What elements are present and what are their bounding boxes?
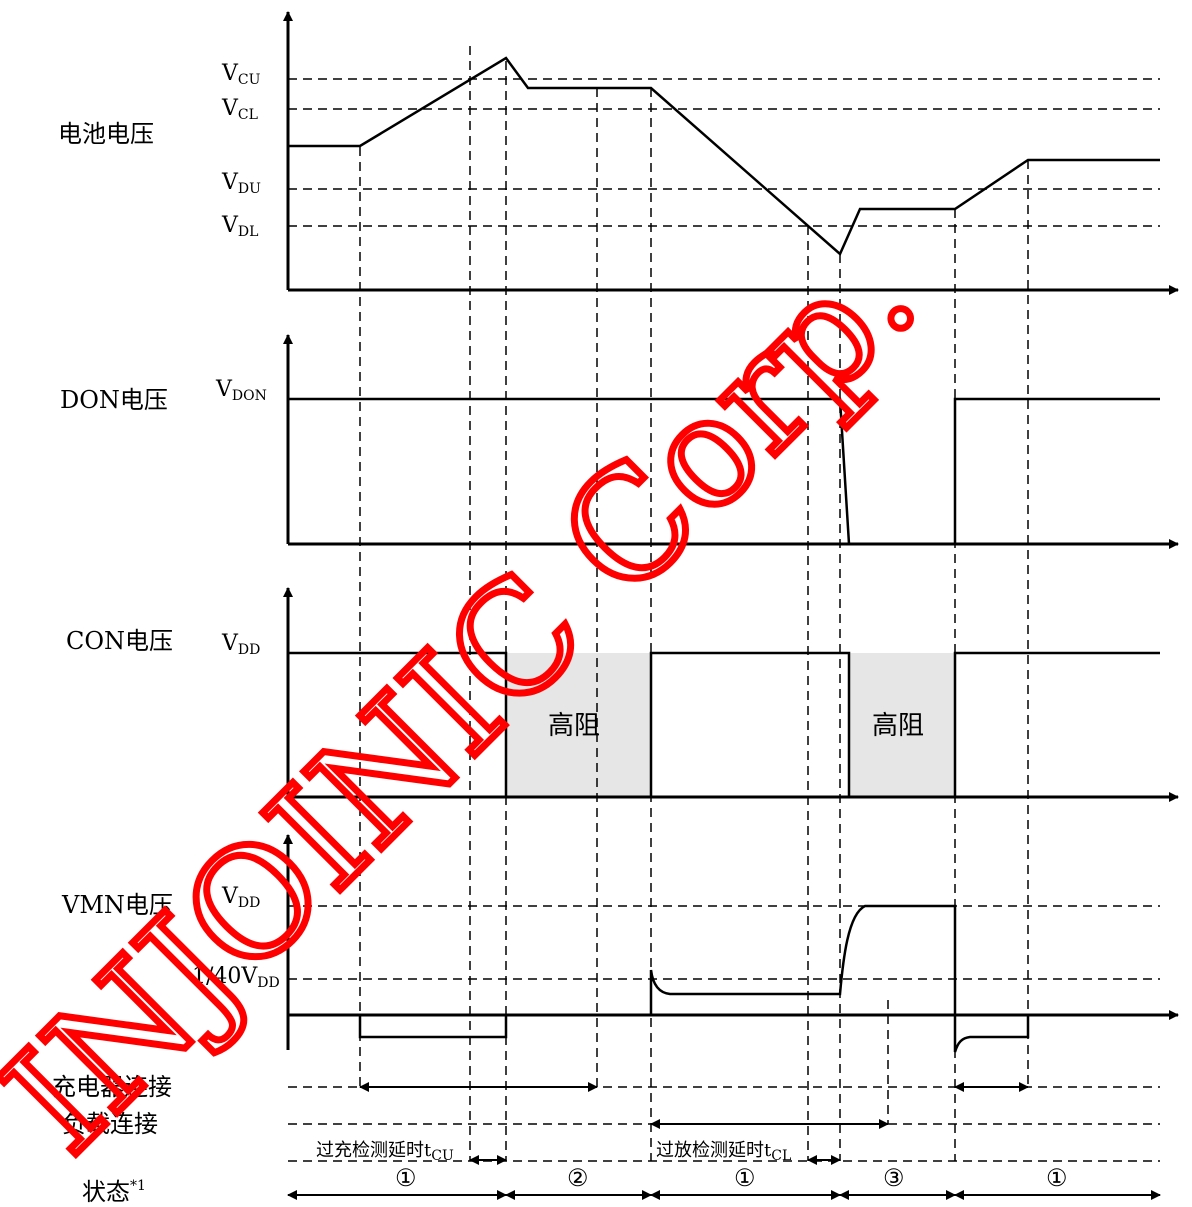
high-z-region-1 [506,653,651,797]
don-voltage-waveform [288,397,1160,546]
level-vcu: VCU [221,61,261,88]
interval-arrows [287,1082,1161,1200]
watermark: INJOINIC Corp. [0,206,952,1189]
label-state: 状态*1 [82,1178,146,1206]
high-z-region-2 [849,653,955,797]
level-vcl: VCL [221,96,258,123]
vmn-voltage-waveform [288,904,1160,1053]
level-vdd-con: VDD [221,631,260,658]
label-vmn-voltage: VMN电压 [61,891,173,919]
state-number-3: ① [734,1164,756,1192]
level-vdl: VDL [221,213,258,240]
overdischarge-delay-label: 过放检测延时tCL [656,1140,791,1164]
high-z-label-1: 高阻 [548,711,600,741]
level-vdd-vmn: VDD [221,884,260,911]
label-don-voltage: DON电压 [60,386,168,414]
state-number-4: ③ [883,1164,905,1192]
level-vdon: VDON [215,377,267,404]
label-battery-voltage: 电池电压 [58,120,154,148]
state-number-5: ① [1046,1164,1068,1192]
level-vdu: VDU [221,170,261,197]
label-charger-connect: 充电器连接 [52,1073,172,1101]
con-voltage-waveform [288,651,1160,799]
label-con-voltage: CON电压 [66,627,173,655]
label-load-connect: 负载连接 [62,1110,158,1138]
battery-voltage-waveform [288,56,1160,257]
state-number-1: ① [395,1164,417,1192]
reference-dashed-lines [288,46,1160,1162]
waveforms [288,56,1160,1053]
state-number-2: ② [567,1164,589,1192]
level-vdd-fraction: 1/40VDD [192,964,280,991]
svg-text:INJOINIC Corp.: INJOINIC Corp. [0,209,948,1185]
high-z-label-2: 高阻 [872,711,924,741]
overcharge-delay-label: 过充检测延时tCU [316,1140,454,1164]
